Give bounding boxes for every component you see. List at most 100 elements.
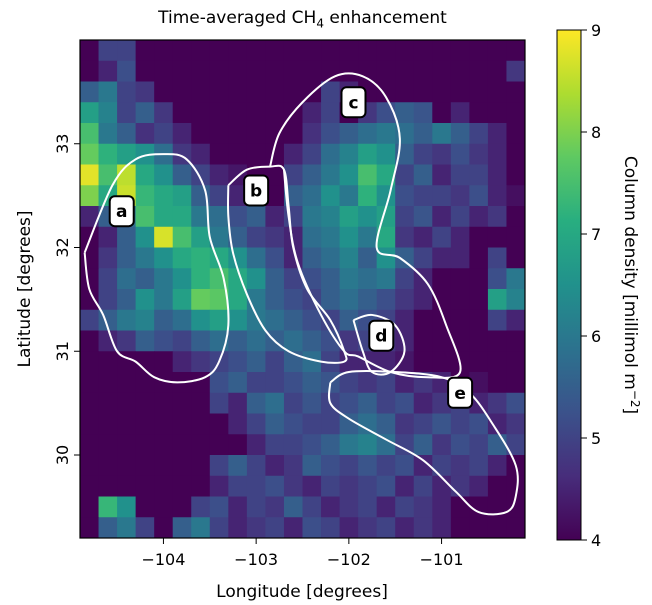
heatmap-cell <box>302 206 322 228</box>
heatmap-cell <box>228 81 248 103</box>
heatmap-cell <box>358 185 378 207</box>
heatmap-cell <box>283 60 303 82</box>
heatmap-cell <box>80 517 99 538</box>
heatmap-cell <box>506 81 525 103</box>
colorbar-label-end: ] <box>620 408 640 415</box>
colorbar-tick-label: 7 <box>591 225 601 244</box>
heatmap-cell <box>413 164 433 186</box>
heatmap-cell <box>450 123 470 145</box>
heatmap-cell <box>135 206 155 228</box>
heatmap-cell <box>209 392 229 414</box>
heatmap-cell <box>99 0 118 20</box>
heatmap-cell <box>487 289 507 311</box>
chart-title: Time-averaged CH4 enhancement <box>80 8 525 30</box>
heatmap-cell <box>80 123 99 145</box>
heatmap-cell <box>376 40 396 62</box>
heatmap-cell <box>154 164 174 186</box>
colorbar-label-text: Column density [millimol m <box>620 156 640 390</box>
heatmap-cell <box>376 289 396 311</box>
heatmap-cell <box>395 289 415 311</box>
heatmap-cell <box>246 247 266 269</box>
heatmap-cell <box>358 413 378 435</box>
heatmap-cell <box>487 123 507 145</box>
x-axis: −104 −103 −102 −101 <box>141 538 464 569</box>
heatmap-cell <box>339 434 359 456</box>
heatmap-cell <box>98 247 118 269</box>
heatmap-cell <box>135 351 155 373</box>
heatmap-cell <box>117 268 137 290</box>
heatmap-cell <box>340 0 359 20</box>
heatmap-cell <box>339 268 359 290</box>
y-tick-label: 33 <box>53 134 72 154</box>
heatmap-cell <box>173 0 192 20</box>
heatmap-cell <box>339 309 359 331</box>
heatmap-cell <box>413 226 433 248</box>
heatmap-cells <box>80 0 525 538</box>
heatmap-cell <box>154 40 174 41</box>
heatmap-cell <box>98 40 118 62</box>
heatmap-cell <box>154 372 174 394</box>
heatmap-cell <box>265 289 285 311</box>
heatmap-cell <box>191 392 211 414</box>
heatmap-cell <box>469 247 489 269</box>
heatmap-cell <box>321 102 340 124</box>
heatmap-cell <box>376 372 396 394</box>
heatmap-cell <box>117 289 137 311</box>
heatmap-cell <box>432 289 452 311</box>
heatmap-cell <box>265 455 285 477</box>
heatmap-cell <box>135 81 155 103</box>
heatmap-cell <box>339 143 359 165</box>
heatmap-cell <box>154 455 174 477</box>
heatmap-cell <box>469 143 489 165</box>
heatmap-cell <box>172 455 192 477</box>
heatmap-cell <box>432 434 452 456</box>
heatmap-cell <box>154 247 174 269</box>
heatmap-cell <box>432 60 452 82</box>
x-tick-label: −102 <box>327 550 371 569</box>
region-b-label: b <box>250 181 262 201</box>
heatmap-cell <box>321 413 340 435</box>
heatmap-cell <box>265 413 285 435</box>
heatmap-cell <box>209 226 229 248</box>
heatmap-cell <box>321 475 340 497</box>
heatmap-cell <box>506 392 525 414</box>
heatmap-cell <box>413 496 433 518</box>
heatmap-cell <box>80 351 99 373</box>
heatmap-cell <box>98 164 118 186</box>
heatmap-cell <box>80 226 99 248</box>
heatmap-cell <box>506 102 525 124</box>
heatmap-cell <box>376 496 396 518</box>
heatmap-cell <box>246 330 266 352</box>
region-c-outline <box>269 72 462 379</box>
heatmap-cell <box>172 309 192 331</box>
chart-title-subscript: 4 <box>316 16 324 31</box>
heatmap-cell <box>98 289 118 311</box>
heatmap-cell <box>209 81 229 103</box>
heatmap-cell <box>265 372 285 394</box>
heatmap-cell <box>117 309 137 331</box>
heatmap-cell <box>302 309 322 331</box>
heatmap-cell <box>487 392 507 414</box>
heatmap-cell <box>413 60 433 82</box>
heatmap-cell <box>246 455 266 477</box>
heatmap-cell <box>228 206 248 228</box>
heatmap-cell <box>450 102 470 124</box>
heatmap-cell <box>80 309 99 331</box>
heatmap-cell <box>154 289 174 311</box>
heatmap-cell <box>450 60 470 82</box>
heatmap-cell <box>98 81 118 103</box>
region-a-label: a <box>116 202 127 222</box>
heatmap-cell <box>469 0 488 20</box>
heatmap-cell <box>321 40 340 41</box>
heatmap-cell <box>321 81 340 103</box>
heatmap-cell <box>339 40 359 41</box>
heatmap-cell <box>209 102 229 124</box>
heatmap-cell <box>488 0 507 20</box>
heatmap-cell <box>487 517 507 538</box>
heatmap-cell <box>469 496 489 518</box>
heatmap-cell <box>80 102 99 124</box>
heatmap-cell <box>302 475 322 497</box>
heatmap-cell <box>154 434 174 456</box>
region-outlines: a b c d e <box>83 72 519 516</box>
heatmap-cell <box>432 123 452 145</box>
